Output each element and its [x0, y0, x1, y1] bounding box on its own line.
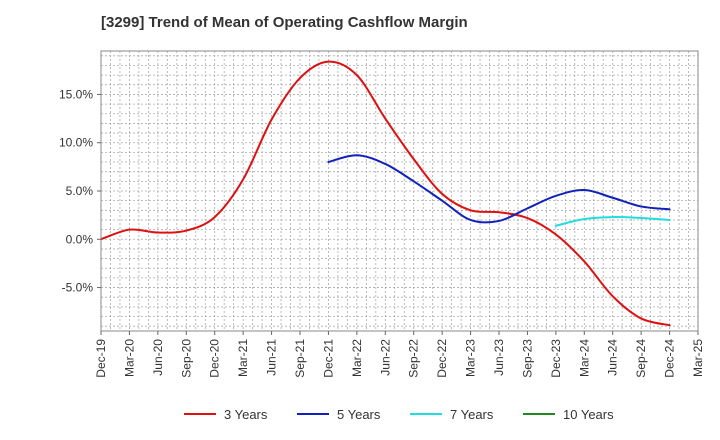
x-tick-label: Dec-23 [549, 339, 563, 378]
x-tick-label: Sep-22 [407, 339, 421, 378]
legend-label-3-years: 3 Years [224, 407, 268, 422]
grid [100, 51, 699, 331]
x-tick-label: Dec-21 [321, 339, 335, 378]
x-tick-label: Jun-23 [492, 339, 506, 376]
legend: 3 Years 5 Years 7 Years 10 Years [184, 407, 614, 422]
y-tick-label: 15.0% [59, 87, 93, 101]
series-line-3-years [100, 60, 671, 327]
series-line-7-years [554, 216, 671, 227]
x-tick-label: Sep-20 [179, 339, 193, 378]
x-tick-label: Mar-22 [350, 339, 364, 377]
legend-label-5-years: 5 Years [337, 407, 381, 422]
x-tick-label: Mar-20 [122, 339, 136, 377]
y-axis-ticks: 15.0% 10.0% 5.0% 0.0% -5.0% [59, 87, 101, 295]
chart-title: [3299] Trend of Mean of Operating Cashfl… [101, 14, 468, 31]
series-lines [100, 60, 671, 327]
x-axis-ticks: Dec-19 Mar-20 Jun-20 Sep-20 Dec-20 Mar-21 Jun-… [94, 331, 705, 378]
x-tick-label: Mar-21 [236, 339, 250, 377]
x-tick-label: Sep-21 [293, 339, 307, 378]
y-tick-label: -5.0% [62, 281, 94, 295]
x-tick-label: Jun-24 [606, 339, 620, 376]
x-tick-label: Mar-24 [577, 339, 591, 377]
x-tick-label: Dec-19 [94, 339, 108, 378]
series-line-5-years [327, 154, 671, 224]
x-tick-label: Sep-23 [520, 339, 534, 378]
x-tick-label: Jun-21 [265, 339, 279, 376]
y-tick-label: 0.0% [66, 232, 94, 246]
x-tick-label: Jun-22 [378, 339, 392, 376]
y-tick-label: 10.0% [59, 136, 93, 150]
x-tick-label: Dec-24 [663, 339, 677, 378]
x-tick-label: Dec-22 [435, 339, 449, 378]
legend-label-7-years: 7 Years [450, 407, 494, 422]
x-tick-label: Sep-24 [634, 339, 648, 378]
legend-label-10-years: 10 Years [563, 407, 614, 422]
x-tick-label: Mar-25 [691, 339, 705, 377]
x-tick-label: Mar-23 [464, 339, 478, 377]
y-tick-label: 5.0% [66, 184, 94, 198]
x-tick-label: Jun-20 [151, 339, 165, 376]
x-tick-label: Dec-20 [208, 339, 222, 378]
